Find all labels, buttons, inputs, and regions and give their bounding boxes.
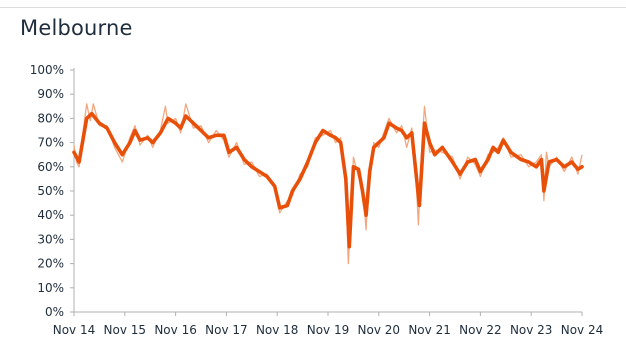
y-tick-label: 70% — [37, 136, 64, 150]
x-tick-label: Nov 21 — [408, 323, 451, 337]
x-tick-label: Nov 20 — [358, 323, 401, 337]
smoothed-series-line — [72, 111, 584, 249]
y-tick-label: 60% — [37, 160, 64, 174]
y-tick-label: 50% — [37, 184, 64, 198]
y-tick-label: 10% — [37, 281, 64, 295]
y-tick-label: 40% — [37, 208, 64, 222]
x-tick-label: Nov 23 — [510, 323, 553, 337]
top-divider — [0, 7, 626, 8]
x-tick-label: Nov 22 — [459, 323, 502, 337]
y-tick-label: 100% — [30, 63, 64, 77]
x-tick-label: Nov 15 — [104, 323, 147, 337]
x-tick-label: Nov 17 — [205, 323, 248, 337]
x-tick-label: Nov 14 — [53, 323, 96, 337]
y-tick-label: 80% — [37, 111, 64, 125]
x-tick-label: Nov 18 — [256, 323, 299, 337]
chart-title: Melbourne — [20, 16, 133, 40]
y-tick-label: 0% — [45, 305, 64, 319]
x-tick-label: Nov 19 — [307, 323, 350, 337]
y-tick-label: 20% — [37, 257, 64, 271]
x-tick-label: Nov 16 — [154, 323, 197, 337]
y-tick-label: 30% — [37, 232, 64, 246]
raw-series-line — [73, 103, 583, 265]
x-tick-label: Nov 24 — [561, 323, 604, 337]
y-tick-label: 90% — [37, 87, 64, 101]
